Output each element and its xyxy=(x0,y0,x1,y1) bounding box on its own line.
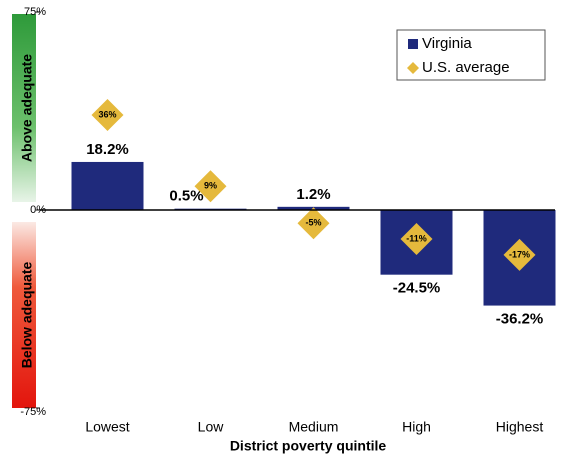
diamond-marker xyxy=(91,98,124,131)
legend-marker xyxy=(407,62,419,74)
value-label: -11% xyxy=(406,233,427,243)
diamond-marker xyxy=(400,223,433,256)
value-label: -5% xyxy=(305,218,321,228)
above-band xyxy=(12,14,36,202)
value-label: 36% xyxy=(98,109,116,119)
x-axis-title: District poverty quintile xyxy=(230,438,387,454)
x-tick-label: Low xyxy=(198,419,225,435)
legend-label: Virginia xyxy=(422,35,472,52)
value-label: 0.5% xyxy=(169,188,203,205)
value-label: 1.2% xyxy=(296,186,330,203)
x-tick-label: Highest xyxy=(496,419,544,435)
value-label: -36.2% xyxy=(496,311,544,328)
diamond-marker xyxy=(297,207,330,240)
legend-label: U.S. average xyxy=(422,59,510,76)
legend-marker xyxy=(408,39,418,49)
value-label: 18.2% xyxy=(86,141,129,158)
x-tick-label: Medium xyxy=(289,419,339,435)
diamond-marker xyxy=(194,170,227,203)
above-label: Above adequate xyxy=(19,54,35,162)
bar xyxy=(71,161,144,210)
x-tick-label: Lowest xyxy=(85,419,129,435)
y-tick-label: 75% xyxy=(24,6,46,18)
value-label: 9% xyxy=(204,181,217,191)
below-label: Below adequate xyxy=(19,262,35,369)
value-label: -24.5% xyxy=(393,280,441,297)
value-label: -17% xyxy=(509,249,530,259)
y-tick-label: -75% xyxy=(20,406,46,418)
below-band xyxy=(12,222,36,408)
x-tick-label: High xyxy=(402,419,431,435)
diamond-marker xyxy=(503,238,536,271)
legend xyxy=(396,29,546,81)
